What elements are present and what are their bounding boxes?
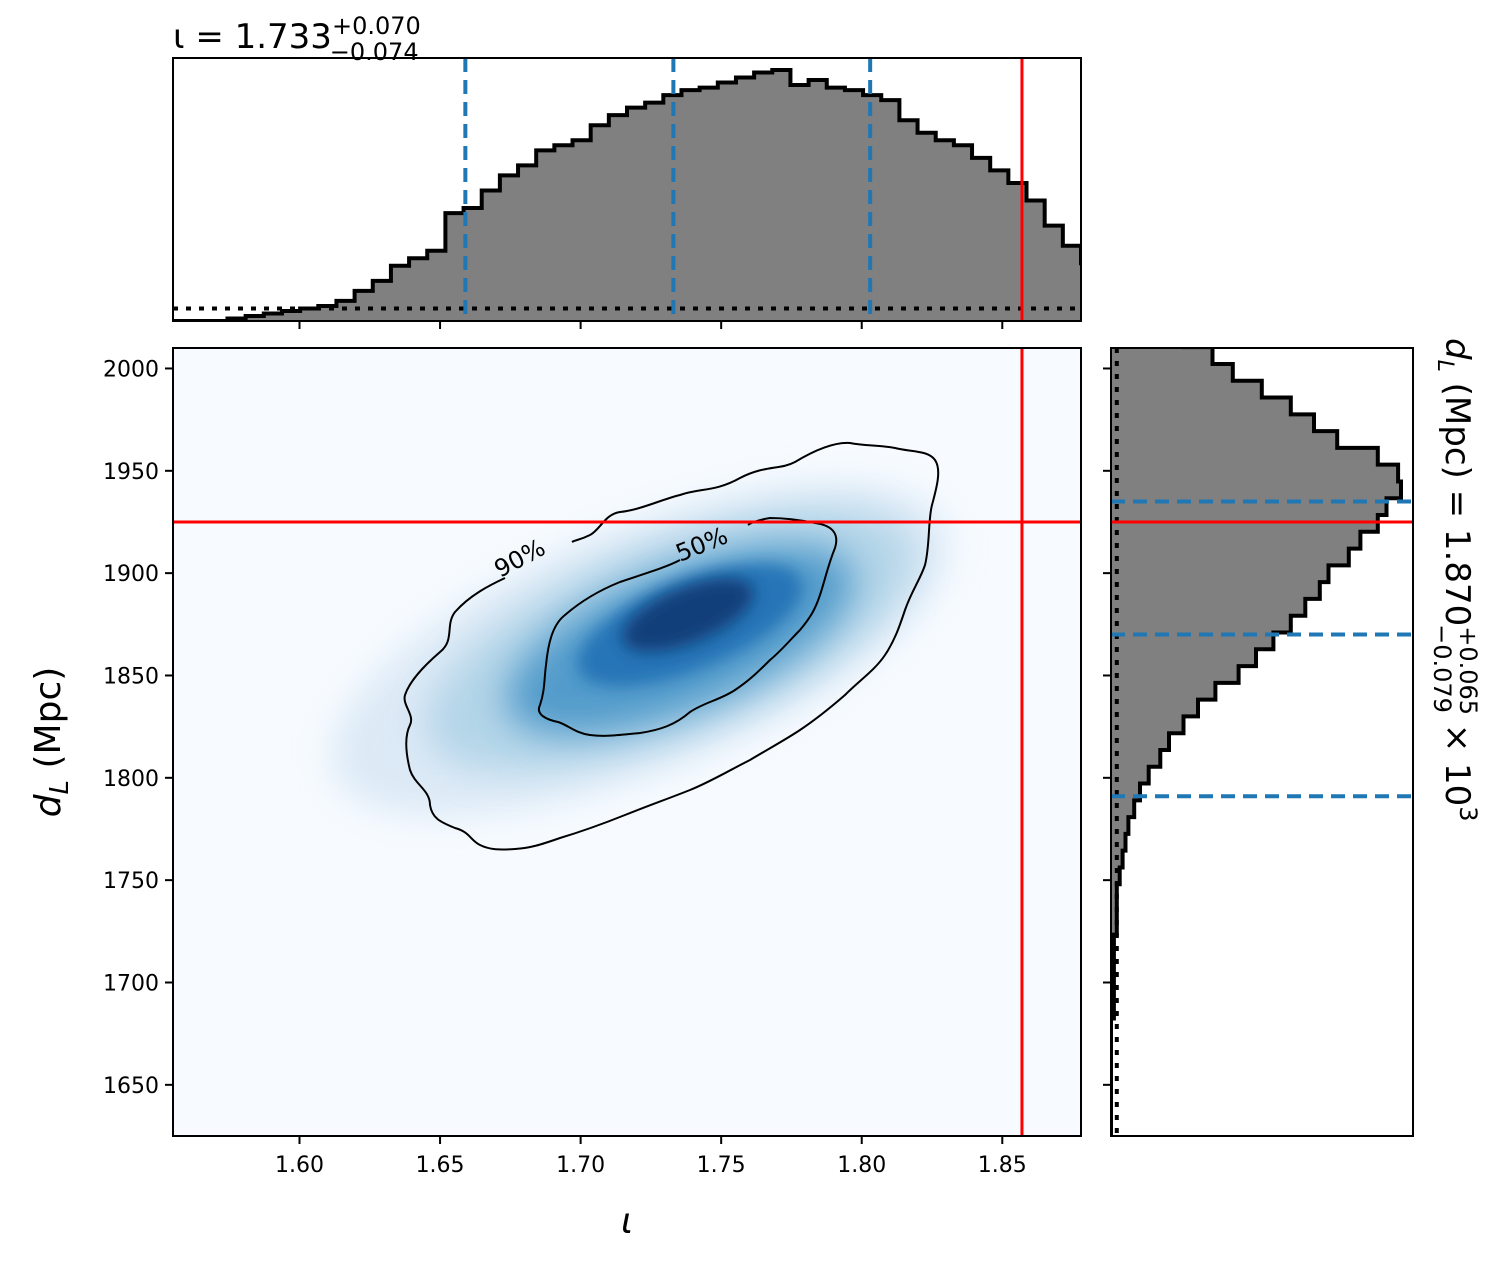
y-marginal-ticks [1103,367,1111,1086]
y-marginal-frame [1110,347,1414,1137]
y-tick-label: 1850 [103,664,159,689]
y-marginal-panel: dL (Mpc) = 1.870+0.065−0.079 × 103 [1103,338,1482,1137]
y-tick-label: 1750 [103,869,159,894]
density-heatmap [330,483,950,817]
y-hist-edge [1111,348,1403,1136]
x-tick-label: 1.85 [978,1153,1027,1178]
y-axis-ticks: 1650 1700 1750 1800 1850 1900 1950 2000 [103,357,173,1099]
y-tick-label: 1800 [103,767,159,792]
x-title-sup: +0.070 [332,12,421,40]
y-title-exp: 3 [1454,806,1482,821]
density-frame [172,347,1082,1137]
x-tick-label: 1.60 [275,1153,324,1178]
y-title-base-sub: L [1432,360,1457,372]
y-title-sub: −0.079 [1428,624,1456,713]
x-marginal-panel: ι = 1.733+0.070 −0.074 [172,12,1082,329]
y-tick-label: 1950 [103,460,159,485]
y-title: dL (Mpc) = 1.870+0.065−0.079 × 103 [1428,338,1482,822]
x-marginal-frame [172,57,1082,322]
x-axis-ticks: 1.60 1.65 1.70 1.75 1.80 1.85 [275,1136,1027,1178]
density-panel: 90% 50% 1.60 1.65 1.70 1.75 1.80 1.85 1650170… [28,347,1082,1242]
x-marginal-ticks [298,321,1004,329]
y-label-base: d [28,793,69,817]
density-peak [622,578,754,652]
y-tick-label: 2000 [103,357,159,382]
y-title-prefix: (Mpc) = 1.870 [1437,372,1477,626]
x-axis-label: ι [621,1201,633,1242]
y-tick-label: 1700 [103,971,159,996]
y-title-suffix: × 10 [1437,713,1477,806]
x-hist-edge [173,68,1081,321]
x-hist-fill [173,70,1081,321]
contour-90 [403,441,940,851]
contour-50 [537,516,838,737]
x-tick-label: 1.80 [837,1153,886,1178]
y-label-unit: (Mpc) [28,667,69,780]
y-title-base: d [1437,338,1477,360]
y-title-sup: +0.065 [1454,626,1482,715]
x-title-sub: −0.074 [330,38,419,66]
x-tick-label: 1.70 [556,1153,605,1178]
y-tick-label: 1900 [103,562,159,587]
y-label-sub: L [45,780,75,795]
x-title-prefix: ι = 1.733 [173,17,332,57]
x-title: ι = 1.733+0.070 −0.074 [173,12,421,66]
y-hist-fill [1111,348,1401,1136]
x-tick-label: 1.75 [697,1153,746,1178]
y-axis-label: dL (Mpc) [28,667,75,818]
x-tick-label: 1.65 [416,1153,465,1178]
y-tick-label: 1650 [103,1074,159,1099]
